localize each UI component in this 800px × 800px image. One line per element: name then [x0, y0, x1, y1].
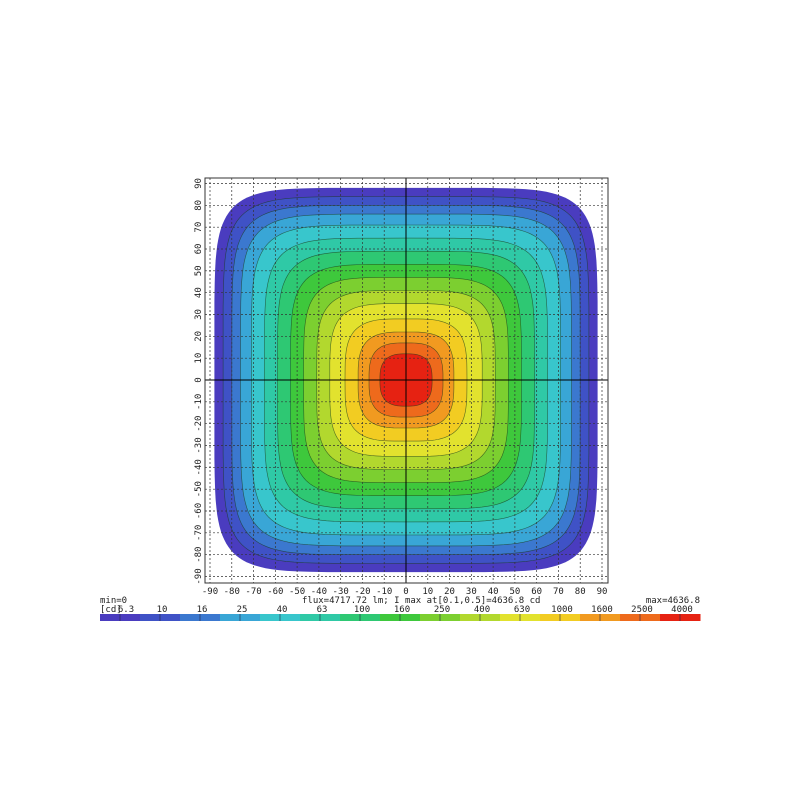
- y-tick-label: 10: [194, 353, 204, 364]
- colorbar-label: 16: [197, 605, 208, 615]
- colorbar-label: 250: [434, 605, 450, 615]
- x-tick-label: -10: [376, 587, 392, 597]
- y-tick-label: 80: [194, 200, 204, 211]
- x-tick-label: -40: [311, 587, 327, 597]
- max-label: max=4636.8: [645, 596, 700, 606]
- y-tick-label: 90: [194, 178, 204, 189]
- y-tick-label: 40: [194, 287, 204, 298]
- colorbar-label: 4000: [671, 605, 693, 615]
- colorbar-label: 160: [394, 605, 410, 615]
- x-tick-label: 60: [531, 587, 542, 597]
- colorbar-label: 6.3: [118, 605, 134, 615]
- unit-label: [cd]: [100, 605, 122, 615]
- y-tick-label: -60: [194, 503, 204, 519]
- colorbar-label: 10: [157, 605, 168, 615]
- y-tick-label: -50: [194, 481, 204, 497]
- x-tick-label: 50: [509, 587, 520, 597]
- y-tick-label: -90: [194, 568, 204, 584]
- y-tick-label: -30: [194, 437, 204, 453]
- y-tick-label: -70: [194, 525, 204, 541]
- y-tick-label: 0: [194, 377, 204, 382]
- x-tick-label: 10: [422, 587, 433, 597]
- x-tick-label: -90: [202, 587, 218, 597]
- colorbar-label: 2500: [631, 605, 653, 615]
- colorbar-label: 100: [354, 605, 370, 615]
- x-tick-label: 30: [466, 587, 477, 597]
- y-tick-label: 30: [194, 309, 204, 320]
- x-tick-label: 90: [597, 587, 608, 597]
- colorbar-label: 1600: [591, 605, 613, 615]
- y-tick-label: -80: [194, 547, 204, 563]
- x-tick-label: -20: [354, 587, 370, 597]
- x-tick-label: -30: [333, 587, 349, 597]
- plot-frame: [204, 177, 609, 584]
- colorbar-label: 630: [514, 605, 530, 615]
- y-tick-label: 20: [194, 331, 204, 342]
- x-tick-label: -70: [245, 587, 261, 597]
- y-tick-label: 60: [194, 244, 204, 255]
- x-tick-label: -50: [289, 587, 305, 597]
- min-label: min=0: [100, 596, 128, 606]
- colorbar-label: 25: [237, 605, 248, 615]
- info-label: flux=4717.72 lm; I max at[0.1,0.5]=4636.…: [302, 596, 541, 606]
- x-tick-label: 70: [553, 587, 564, 597]
- y-tick-label: -40: [194, 459, 204, 475]
- x-tick-label: 80: [575, 587, 586, 597]
- x-tick-label: -80: [224, 587, 240, 597]
- y-tick-label: 50: [194, 265, 204, 276]
- x-tick-label: 0: [403, 587, 408, 597]
- x-tick-label: 40: [488, 587, 499, 597]
- x-tick-label: 20: [444, 587, 455, 597]
- y-tick-label: 70: [194, 222, 204, 233]
- colorbar-label: 40: [277, 605, 288, 615]
- y-tick-label: -20: [194, 416, 204, 432]
- colorbar-label: 1000: [551, 605, 573, 615]
- x-tick-label: -60: [267, 587, 283, 597]
- colorbar-label: 63: [317, 605, 328, 615]
- colorbar-label: 400: [474, 605, 490, 615]
- y-tick-label: -10: [194, 394, 204, 410]
